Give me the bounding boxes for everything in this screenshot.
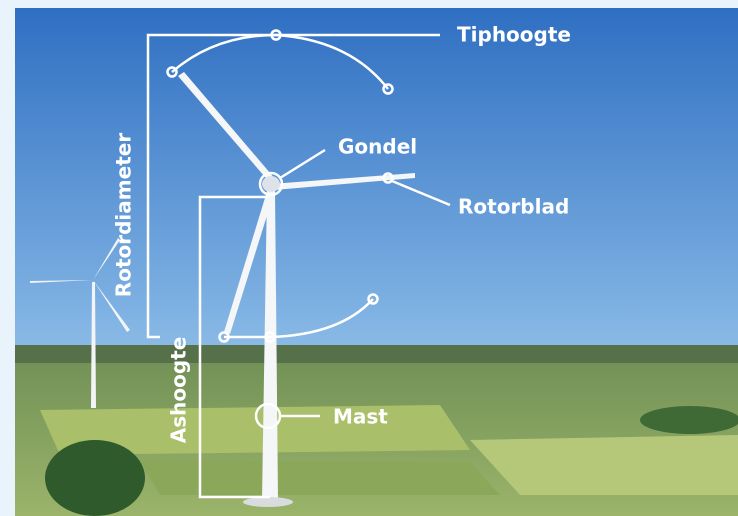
label-rotor-diameter: Rotordiameter bbox=[112, 133, 136, 298]
label-nacelle: Gondel bbox=[338, 135, 417, 159]
label-blade: Rotorblad bbox=[458, 195, 569, 219]
label-mast: Mast bbox=[333, 405, 388, 429]
annotated-photo: Tiphoogte Gondel Rotorblad Mast Rotordia… bbox=[0, 0, 738, 516]
label-hub-height: Ashoogte bbox=[167, 337, 191, 444]
label-tip-height: Tiphoogte bbox=[457, 23, 571, 47]
